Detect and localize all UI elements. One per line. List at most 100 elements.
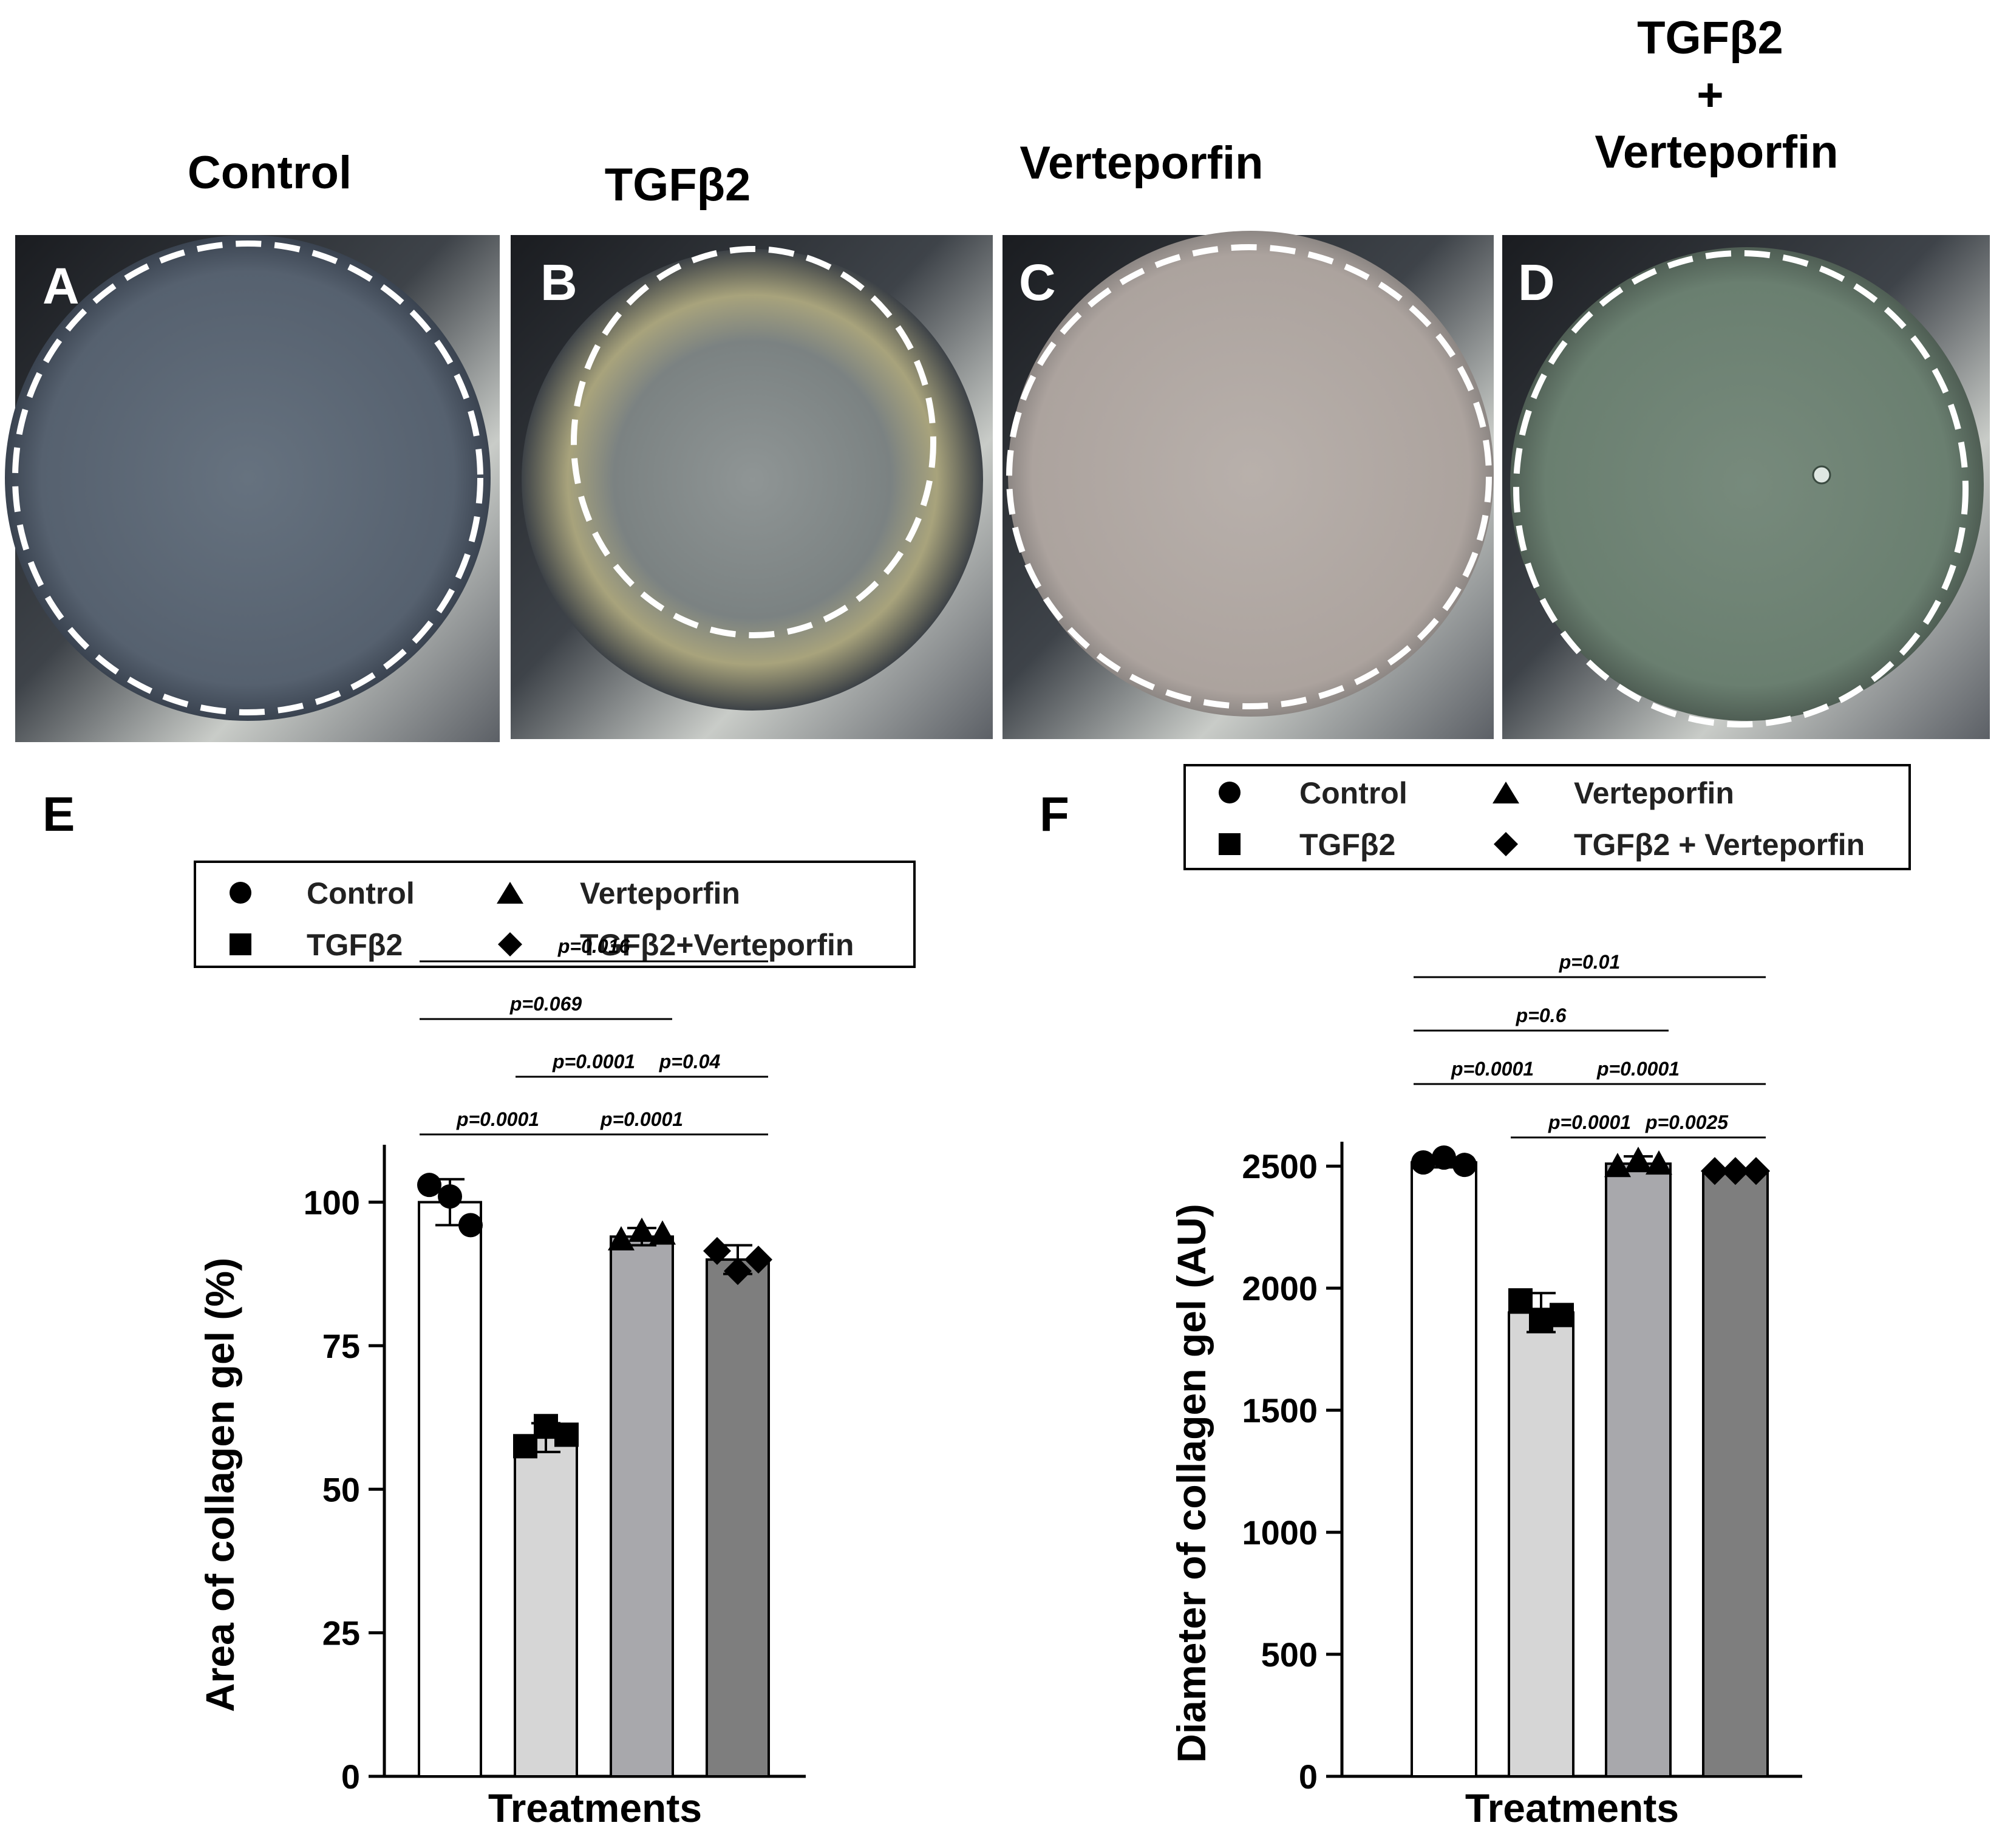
legend-label-verteporfin: Verteporfin [1574, 776, 1734, 810]
y-tick-label: 2000 [1242, 1269, 1318, 1308]
legend-box [1183, 764, 1911, 870]
y-tick-label: 2500 [1242, 1147, 1318, 1185]
bar-4 [706, 1258, 770, 1778]
data-point-square [1508, 1288, 1533, 1313]
bar-chart-f: 0 500 1000 1500 2000 2500 p=0.0001 p=0.0025 p=0.… [1169, 951, 1802, 1830]
collagen-gel-well [1510, 247, 1984, 721]
panel-letter-f: F [1040, 787, 1069, 841]
y-tick-label: 100 [304, 1184, 360, 1222]
column-title-combo: TGFβ2 + Verteporfin [1595, 12, 1838, 178]
data-point-circle [1432, 1145, 1456, 1170]
bar-1 [1411, 1161, 1477, 1778]
legend-marker-triangle [497, 882, 523, 904]
data-point-triangle [628, 1217, 655, 1242]
p-value-label: p=0.04 [659, 1051, 721, 1072]
p-value-label: p=0.0001 [456, 1108, 539, 1130]
legend-box [194, 861, 916, 968]
bar-2 [514, 1436, 578, 1778]
legend-marker-circle [1219, 782, 1241, 803]
bar-3 [1605, 1162, 1672, 1778]
data-point-square [1550, 1303, 1574, 1328]
legend-label-combo: TGFβ2+Verteporfin [580, 928, 854, 962]
data-point-diamond [1701, 1157, 1729, 1185]
panel-letter-c: C [1019, 254, 1056, 311]
p-value-label: p=0.0001 [600, 1108, 683, 1130]
data-point-triangle [1625, 1147, 1652, 1171]
photo-panel-a: A [5, 235, 500, 742]
y-tick-label: 25 [322, 1614, 360, 1652]
legend-marker-triangle [1493, 782, 1519, 803]
data-point-triangle [649, 1220, 676, 1245]
legend-label-verteporfin: Verteporfin [580, 876, 740, 910]
bar-chart-e: 0 25 50 75 100 p=0.0001 p=0.0001 p=0.04 p=0.0001… [197, 935, 806, 1830]
legend-e: Control Verteporfin TGFβ2 TGFβ2+Vertepor… [194, 861, 916, 968]
data-point-diamond [1742, 1157, 1770, 1185]
legend-label-control: Control [307, 876, 415, 910]
legend-marker-square [230, 933, 251, 955]
p-value-label: p=0.0001 [552, 1051, 635, 1072]
y-tick-label: 1500 [1242, 1391, 1318, 1430]
legend-marker-circle [230, 882, 251, 904]
x-axis-title: Treatments [1465, 1785, 1679, 1830]
data-point-circle [1452, 1153, 1477, 1178]
y-tick-label: 0 [341, 1758, 360, 1796]
data-point-circle [1411, 1150, 1435, 1175]
legend-marker-diamond [498, 932, 522, 956]
data-point-circle [417, 1173, 441, 1198]
data-point-circle [438, 1184, 462, 1209]
legend-marker-square [1219, 833, 1241, 855]
photo-panel-b: B [511, 235, 993, 739]
p-value-label: p=0.0001 [1596, 1058, 1680, 1080]
p-value-label: p=0.0025 [1645, 1111, 1729, 1133]
column-title-verteporfin: Verteporfin [1020, 137, 1263, 189]
data-point-circle [458, 1213, 483, 1238]
collagen-gel-well [1008, 231, 1494, 717]
y-axis-title: Area of collagen gel (%) [197, 1258, 242, 1712]
y-tick-label: 0 [1299, 1758, 1318, 1796]
data-point-square [534, 1414, 558, 1439]
legend-label-combo: TGFβ2 + Verteporfin [1574, 828, 1865, 862]
data-point-triangle [1646, 1150, 1672, 1175]
gel-outline-dashed [12, 240, 483, 715]
bar-2 [1508, 1311, 1574, 1778]
photo-row: Control TGFβ2 Verteporfin TGFβ2 + Vertep… [5, 12, 1990, 742]
x-axis-title: Treatments [488, 1785, 702, 1830]
p-value-label: p=0.0001 [1451, 1058, 1534, 1080]
data-point-square [1529, 1308, 1553, 1332]
bar-3 [610, 1235, 674, 1778]
collagen-gel-well [522, 249, 983, 711]
y-tick-label: 50 [322, 1470, 360, 1509]
data-point-diamond [744, 1246, 772, 1274]
panel-letter-d: D [1518, 254, 1555, 311]
data-point-diamond [1721, 1157, 1749, 1185]
bar-1 [418, 1201, 482, 1778]
y-tick-label: 500 [1261, 1635, 1318, 1674]
legend-label-control: Control [1299, 776, 1408, 810]
legend-label-tgfb2: TGFβ2 [307, 928, 403, 962]
p-value-label: p=0.0001 [1548, 1111, 1631, 1133]
data-point-square [554, 1422, 579, 1447]
gel-outline-dashed [1513, 250, 1969, 728]
data-point-square [513, 1434, 537, 1459]
y-axis-title: Diameter of collagen gel (AU) [1169, 1204, 1214, 1763]
legend-label-tgfb2: TGFβ2 [1299, 828, 1395, 862]
panel-letter-a: A [43, 257, 80, 315]
legend-f: Control Verteporfin TGFβ2 TGFβ2 + Vertep… [1183, 764, 1911, 870]
column-title-tgfb2: TGFβ2 [605, 159, 751, 211]
legend-marker-diamond [1494, 832, 1518, 856]
data-point-triangle [1604, 1153, 1631, 1178]
panel-letter-e: E [43, 787, 75, 841]
panel-letter-b: B [540, 254, 577, 311]
photo-panel-c: C [1002, 231, 1494, 739]
bar-4 [1702, 1170, 1769, 1778]
photo-panel-d: D [1502, 235, 1990, 739]
p-value-label: p=0.069 [509, 993, 582, 1015]
data-point-triangle [608, 1226, 635, 1250]
y-tick-label: 75 [322, 1327, 360, 1365]
y-tick-label: 1000 [1242, 1513, 1318, 1552]
p-value-label: p=0.6 [1516, 1004, 1567, 1026]
data-point-diamond [703, 1236, 731, 1265]
gel-outline-dashed [1006, 244, 1492, 709]
air-bubble [1812, 465, 1831, 485]
